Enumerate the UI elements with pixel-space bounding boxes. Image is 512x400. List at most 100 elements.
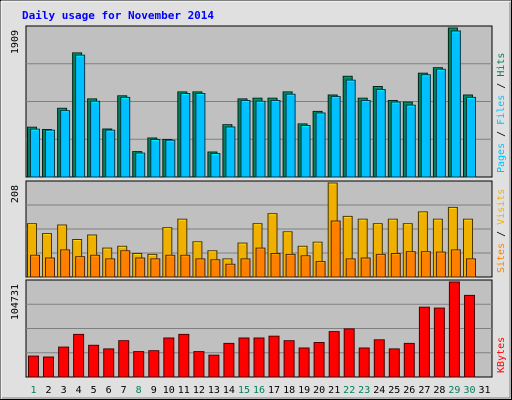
day-label-25: 25	[388, 385, 400, 396]
bar-sites-day-10	[165, 254, 176, 278]
bar-files-day-8	[135, 152, 146, 178]
bar-files-day-9	[150, 139, 161, 178]
legend-sites: Sites	[496, 243, 507, 273]
bar-sites-day-12	[195, 258, 206, 278]
bar-files-day-12	[195, 93, 206, 178]
bar-files-day-7	[120, 96, 131, 178]
bar-kbytes-day-26	[403, 342, 415, 378]
bar-kbytes-day-30	[464, 294, 475, 378]
bar-files-day-10	[165, 139, 176, 178]
day-label-1: 1	[30, 385, 36, 396]
bar-sites-day-3	[60, 249, 71, 278]
legend-separator: /	[496, 225, 507, 243]
bar-kbytes-day-14	[223, 342, 235, 378]
bar-sites-day-21	[330, 220, 341, 278]
bar-sites-day-17	[270, 253, 281, 278]
y-max-label: 208	[10, 185, 21, 203]
bar-sites-day-4	[75, 256, 86, 278]
day-label-21: 21	[328, 385, 340, 396]
bar-sites-day-20	[315, 261, 326, 278]
bar-files-day-26	[405, 104, 416, 178]
day-label-16: 16	[253, 385, 265, 396]
bar-kbytes-day-24	[373, 339, 385, 378]
day-axis: 1 2 3 4 5 6 7 8 9 10 11 12 13 14 15 16 17 18 19 20 21 22 23 24 2…	[30, 385, 490, 396]
bar-files-day-23	[360, 100, 371, 178]
bar-files-day-14	[225, 126, 236, 178]
bar-kbytes-day-18	[283, 340, 295, 378]
bar-sites-day-29	[450, 249, 461, 278]
legend-visits: Visits	[496, 189, 507, 225]
day-label-5: 5	[91, 385, 97, 396]
legend-separator: /	[496, 125, 507, 143]
bar-kbytes-day-6	[103, 348, 115, 378]
bar-kbytes-day-2	[43, 356, 54, 378]
day-label-13: 13	[208, 385, 220, 396]
bar-files-day-11	[180, 93, 191, 178]
day-label-22: 22	[343, 385, 355, 396]
bar-files-day-6	[105, 129, 116, 178]
bar-kbytes-day-4	[73, 333, 85, 378]
day-label-27: 27	[418, 385, 430, 396]
day-label-12: 12	[193, 385, 205, 396]
bar-kbytes-day-3	[58, 346, 70, 378]
panel-visits-sites: 208 Sites / Visits	[10, 180, 507, 278]
bar-kbytes-day-12	[193, 351, 205, 378]
bar-files-day-16	[255, 100, 266, 178]
bar-kbytes-day-22	[343, 328, 355, 378]
bar-kbytes-day-21	[328, 331, 340, 378]
day-label-15: 15	[238, 385, 250, 396]
bar-files-day-25	[390, 101, 401, 178]
series-files	[30, 30, 476, 178]
day-label-24: 24	[373, 385, 385, 396]
bar-files-day-19	[300, 125, 311, 178]
bar-files-day-17	[270, 100, 281, 178]
day-label-29: 29	[448, 385, 460, 396]
panel-kbytes: 104731 KBytes	[10, 279, 507, 378]
bar-sites-day-14	[225, 263, 236, 278]
day-label-26: 26	[403, 385, 415, 396]
bar-files-day-27	[420, 74, 431, 178]
y-max-label: 104731	[10, 284, 21, 320]
bar-kbytes-day-17	[268, 335, 280, 378]
bar-kbytes-day-1	[28, 355, 39, 378]
day-label-9: 9	[151, 385, 157, 396]
chart-title: Daily usage for November 2014	[22, 9, 214, 22]
bar-kbytes-day-15	[238, 337, 250, 378]
day-label-6: 6	[106, 385, 112, 396]
chart-panels: 1909 Pages / Files / Hits 208 Sites / Visit…	[10, 25, 507, 378]
panel-hits-files: 1909 Pages / Files / Hits	[10, 25, 507, 178]
bar-sites-day-19	[300, 255, 311, 278]
bar-sites-day-23	[360, 257, 371, 278]
bar-sites-day-24	[375, 253, 386, 278]
bar-files-day-18	[285, 93, 296, 178]
bar-sites-day-6	[105, 258, 116, 278]
bar-sites-day-30	[466, 258, 476, 278]
bar-sites-day-9	[150, 258, 161, 278]
day-label-19: 19	[298, 385, 310, 396]
panel-legend: Sites / Visits	[496, 189, 507, 273]
day-label-17: 17	[268, 385, 280, 396]
bar-kbytes-day-9	[148, 350, 160, 378]
bar-kbytes-day-10	[163, 337, 175, 378]
bar-sites-day-8	[135, 257, 146, 278]
day-label-11: 11	[178, 385, 190, 396]
panel-legend: KBytes	[496, 337, 507, 373]
bar-sites-day-15	[240, 258, 251, 278]
bar-sites-day-16	[255, 247, 266, 278]
day-label-4: 4	[76, 385, 82, 396]
day-label-3: 3	[61, 385, 67, 396]
legend-pages: Pages	[496, 143, 507, 173]
bar-sites-day-18	[285, 253, 296, 278]
bar-kbytes-day-5	[88, 344, 100, 378]
bar-kbytes-day-23	[358, 347, 370, 378]
bar-sites-day-5	[90, 254, 101, 278]
panel-legend: Pages / Files / Hits	[496, 53, 507, 173]
day-label-23: 23	[358, 385, 370, 396]
bar-sites-day-25	[390, 253, 401, 278]
bar-files-day-30	[466, 96, 476, 178]
bar-sites-day-11	[180, 254, 191, 278]
day-label-20: 20	[313, 385, 325, 396]
series-kbytes	[28, 281, 475, 378]
bar-kbytes-day-29	[448, 281, 460, 378]
